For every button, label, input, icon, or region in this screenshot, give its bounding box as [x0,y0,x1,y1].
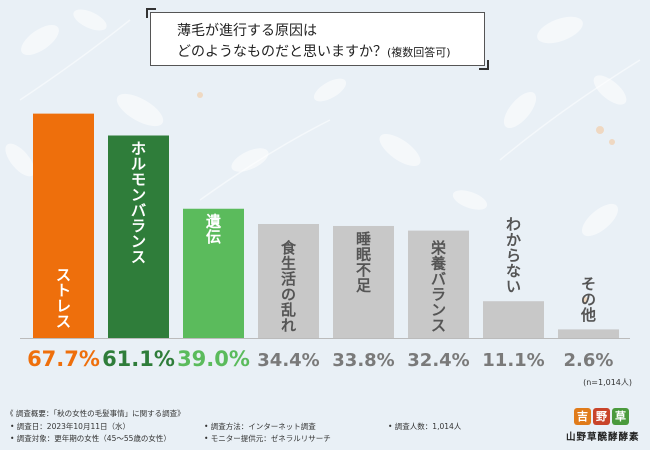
bar-7 [483,301,544,338]
value-label-2: 61.1% [102,347,175,371]
category-label-5: 睡眠不足 [356,230,372,295]
category-label-3: 遺伝 [205,213,222,247]
chart-title-box: 薄毛が進行する原因は どのようなものだと思いますか？(複数回答可) [146,8,489,70]
value-label-1: 67.7% [27,347,100,371]
survey-method: • 調査方法：インターネット調査 [204,422,316,431]
bar-1 [33,113,94,338]
logo-icon-1: 吉 [574,408,591,425]
bar-3 [183,208,244,338]
bar-8 [558,329,619,338]
category-label-4: 食生活の乱れ [281,239,297,335]
sample-size-note: (n=1,014人) [583,378,632,387]
logo-icon-2: 野 [593,408,610,425]
bar-5 [333,225,394,338]
value-label-8: 2.6% [564,350,614,371]
survey-footer: 《 調査概要：「秋の女性の毛髪事情」に関する調査》 • 調査日：2023年10月… [0,403,650,450]
survey-target: • 調査対象：更年期の女性（45～55歳の女性） [10,434,171,443]
chart-title-question: どのようなものだと思いますか？ [177,44,387,60]
category-label-8: その他 [580,275,596,324]
bar-4 [258,223,319,338]
value-label-4: 34.4% [257,350,319,371]
value-label-5: 33.8% [332,350,394,371]
category-label-2: ホルモンバランス [131,139,146,265]
category-label-6: 栄養バランス [430,239,447,335]
logo-text: 山野草醗酵酵素 [566,432,640,443]
brand-logo: 吉 野 草 山野草醗酵酵素 [560,408,645,446]
title-corner-decoration [479,60,489,70]
logo-icon-3: 草 [612,408,629,425]
survey-count: • 調査人数：1,014人 [388,422,462,431]
chart-title-suffix: (複数回答可) [387,46,451,59]
chart-title-line1: 薄毛が進行する原因は [177,23,317,39]
bar-chart: ストレス 67.7% ホルモンバランス 61.1% 遺伝 39.0% 食生活の乱れ 34.4%… [20,113,630,371]
value-label-6: 32.4% [407,350,469,371]
survey-date: • 調査日：2023年10月11日（水） [10,422,130,431]
survey-overview: 《 調査概要：「秋の女性の毛髪事情」に関する調査》 [6,409,185,418]
survey-monitor-provider: • モニター提供元：ゼネラルリサーチ [204,434,331,443]
chart-title-line2: どのようなものだと思いますか？(複数回答可) [177,41,451,61]
category-label-7: わからない [506,216,521,296]
bar-2 [108,135,169,338]
title-corner-decoration [146,8,156,18]
value-label-7: 11.1% [482,350,544,371]
category-label-1: ストレス [56,266,71,331]
bar-6 [408,230,469,338]
logo-icons: 吉 野 草 [574,408,629,425]
value-label-3: 39.0% [177,347,250,371]
